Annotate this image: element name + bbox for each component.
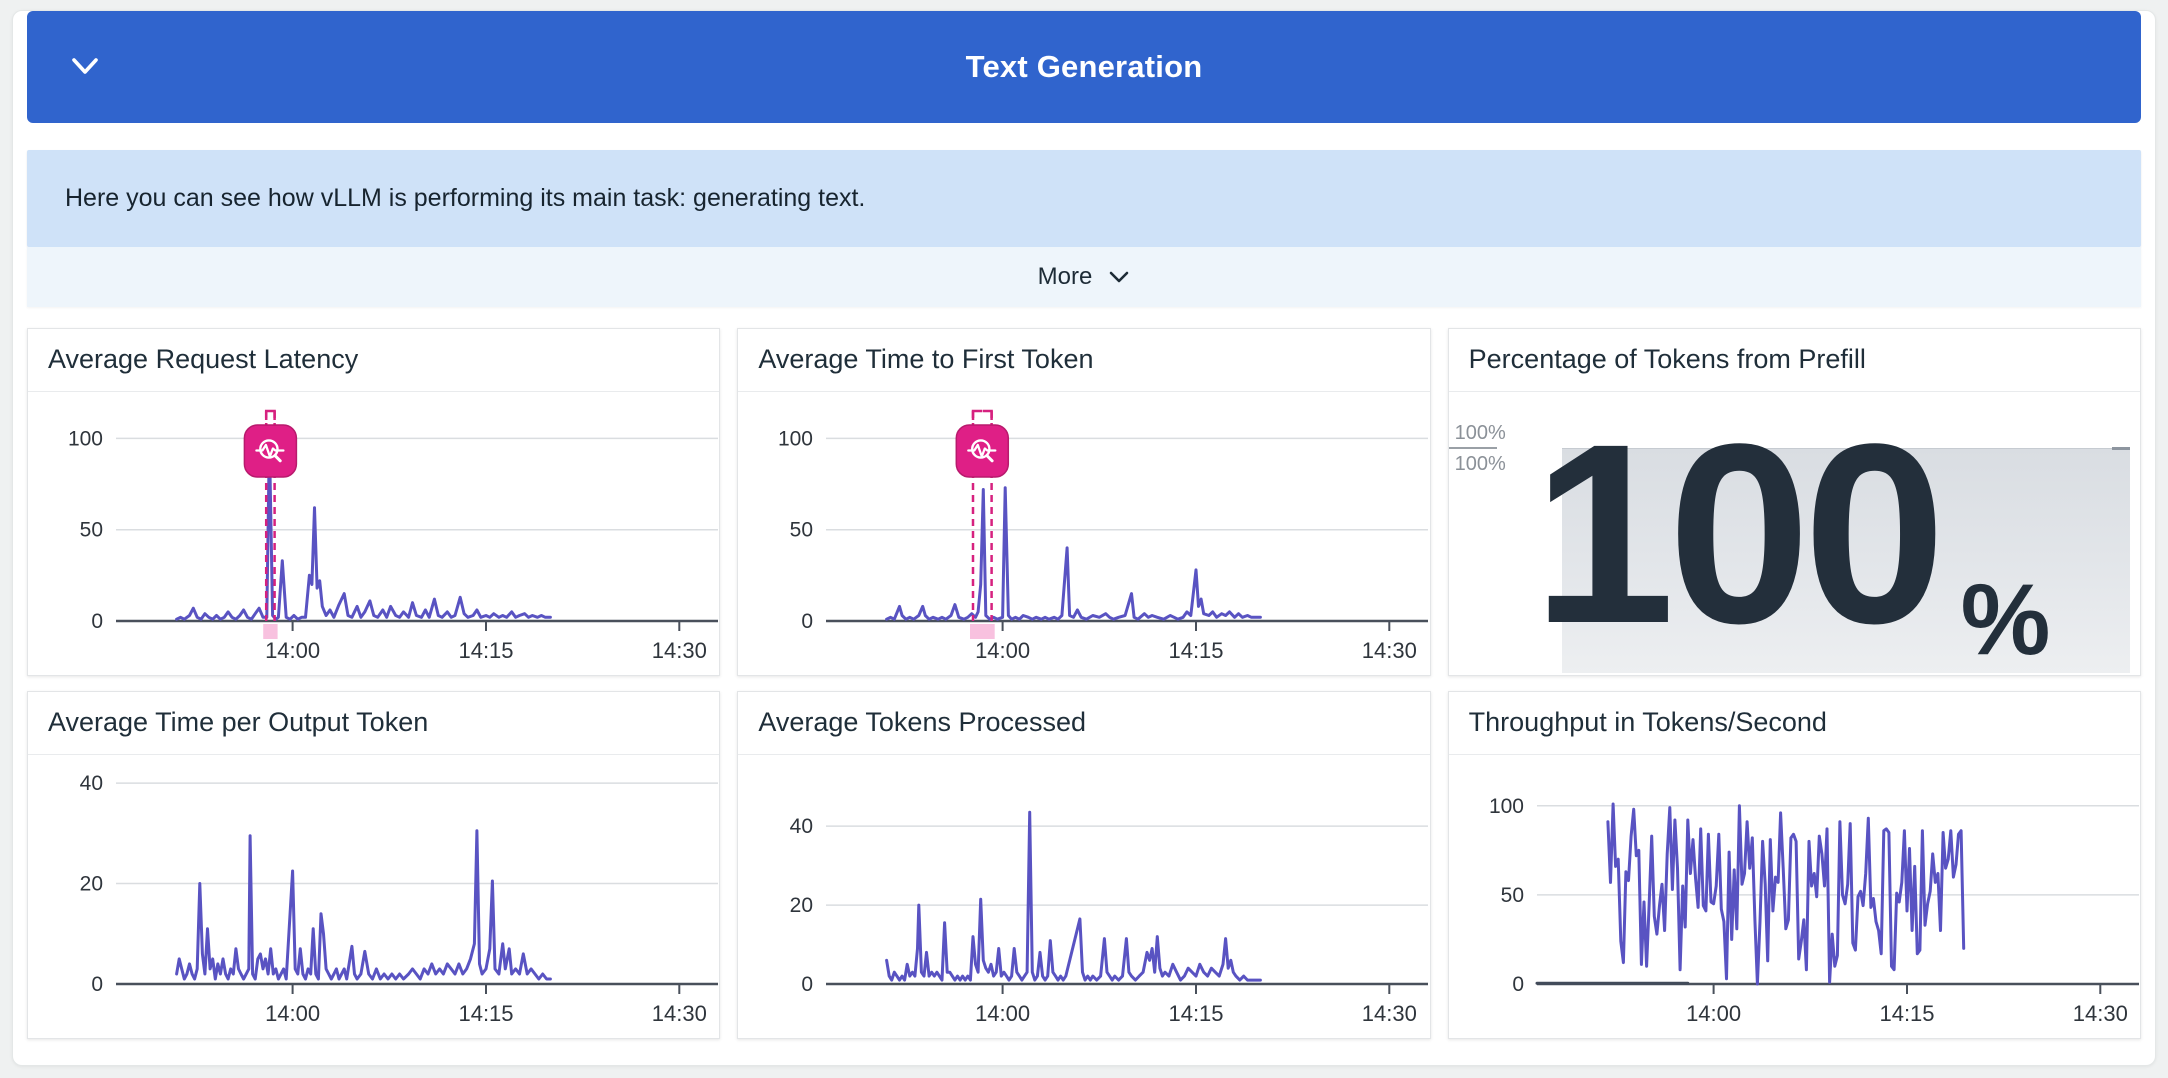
- x-tick-label: 14:00: [265, 638, 320, 663]
- y-tick-label: 0: [91, 973, 103, 996]
- annotation-icon-button[interactable]: [955, 424, 1010, 478]
- stat-sparkline-fill: [1561, 447, 2130, 673]
- more-expander[interactable]: More: [27, 247, 2141, 307]
- y-tick-label: 50: [790, 519, 813, 542]
- y-tick-label: 100: [68, 427, 103, 450]
- panel-title: Average Tokens Processed: [738, 692, 1430, 755]
- panel-title: Average Time per Output Token: [28, 692, 720, 755]
- x-tick-label: 14:15: [458, 1001, 513, 1026]
- dashboard-section-card: Text Generation Here you can see how vLL…: [12, 10, 2156, 1066]
- panel-avg-tokens-processed: Average Tokens Processed 0 20 40 14:00 14:15 1…: [737, 691, 1431, 1039]
- stat-sparkline-end-tick: [2111, 447, 2130, 450]
- avg-time-per-output-token-plot[interactable]: 0 20 40 14:00 14:15 14:30: [28, 755, 720, 1038]
- stat-panel-body: 100% 100% 100 %: [1448, 391, 2140, 676]
- x-tick-label: 14:15: [1169, 1001, 1224, 1026]
- avg-request-latency-chart[interactable]: 0 50 100 14:00 14:15 14:30: [28, 392, 719, 675]
- y-tick-label: 20: [80, 873, 103, 896]
- series-tpot: [175, 829, 552, 981]
- y-tick-label: 50: [80, 519, 103, 542]
- collapse-section-button[interactable]: [63, 45, 107, 89]
- x-tick-label: 14:15: [458, 638, 513, 663]
- panels-grid: Average Request Latency 0 50 100 14:00 14:15 1…: [27, 328, 2141, 1039]
- annotation-range-strip: [263, 624, 278, 639]
- stat-value: 100: [1532, 391, 1946, 676]
- info-banner-text: Here you can see how vLLM is performing …: [65, 184, 866, 212]
- more-label: More: [1037, 263, 1093, 290]
- y-tick-label: 40: [790, 815, 813, 838]
- x-tick-label: 14:00: [265, 1001, 320, 1026]
- y-tick-label: 100: [778, 427, 813, 450]
- annotation-bracket: [972, 409, 994, 420]
- x-tick-label: 14:30: [652, 1001, 707, 1026]
- panel-title: Average Time to First Token: [738, 329, 1430, 392]
- stat-unit: %: [1960, 564, 2051, 676]
- x-tick-label: 14:30: [2072, 1001, 2127, 1026]
- throughput-tokens-per-second-plot[interactable]: 0 50 100 14:00 14:15 14:30: [1449, 755, 2141, 1038]
- avg-tokens-processed-plot[interactable]: 0 20 40 14:00 14:15 14:30: [738, 755, 1430, 1038]
- zoom-pulse-icon: [967, 439, 997, 463]
- x-tick-label: 14:00: [975, 638, 1030, 663]
- x-tick-label: 14:30: [1362, 638, 1417, 663]
- series-latency: [175, 436, 552, 621]
- panel-title: Percentage of Tokens from Prefill: [1448, 329, 2140, 392]
- series-throughput: [1606, 802, 1965, 986]
- y-tick-label: 0: [1512, 973, 1524, 996]
- section-header: Text Generation: [27, 11, 2141, 123]
- panel-prefill-percentage: Percentage of Tokens from Prefill 100% 1…: [1447, 328, 2141, 676]
- y-tick-label: 0: [802, 973, 814, 996]
- panel-avg-request-latency: Average Request Latency 0 50 100 14:00 14:15 1…: [27, 328, 721, 676]
- x-tick-label: 14:15: [1169, 638, 1224, 663]
- x-tick-label: 14:00: [1686, 1001, 1741, 1026]
- annotation-range-strip: [970, 624, 996, 639]
- throughput-tokens-per-second-chart[interactable]: 0 50 100 14:00 14:15 14:30: [1449, 755, 2140, 1038]
- y-tick-label: 50: [1500, 884, 1523, 907]
- y-tick-label: 0: [802, 610, 814, 633]
- avg-time-per-output-token-chart[interactable]: 0 20 40 14:00 14:15 14:30: [28, 755, 719, 1038]
- avg-time-to-first-token-plot[interactable]: 0 50 100 14:00 14:15 14:30: [738, 392, 1430, 675]
- section-title: Text Generation: [965, 49, 1203, 84]
- y-tick-label: 40: [80, 772, 103, 795]
- panel-avg-time-to-first-token: Average Time to First Token 0 50 100 14:00 14…: [737, 328, 1431, 676]
- y-tick-label: 0: [91, 610, 103, 633]
- x-tick-label: 14:30: [652, 638, 707, 663]
- panel-title: Average Request Latency: [28, 329, 720, 392]
- x-tick-label: 14:00: [975, 1001, 1030, 1026]
- y-tick-label: 20: [790, 894, 813, 917]
- stat-axis-label: 100%: [1454, 453, 1506, 475]
- avg-time-to-first-token-chart[interactable]: 0 50 100 14:00 14:15 14:30: [738, 392, 1429, 675]
- chevron-down-icon: [72, 58, 98, 74]
- panel-avg-time-per-output-token: Average Time per Output Token 0 20 40 14:00 1…: [27, 691, 721, 1039]
- x-tick-label: 14:15: [1879, 1001, 1934, 1026]
- annotation-marker[interactable]: [955, 409, 1010, 639]
- zoom-pulse-icon: [255, 439, 285, 463]
- annotation-icon-button[interactable]: [243, 424, 298, 478]
- avg-request-latency-plot[interactable]: 0 50 100 14:00 14:15 14:30: [28, 392, 720, 675]
- y-tick-label: 100: [1489, 795, 1524, 818]
- info-banner: Here you can see how vLLM is performing …: [27, 150, 2141, 247]
- annotation-marker[interactable]: [243, 409, 298, 639]
- prefill-percentage-chart[interactable]: 100% 100% 100 %: [1448, 391, 2140, 676]
- chevron-down-icon: [1110, 271, 1129, 283]
- panel-throughput-tokens-per-second: Throughput in Tokens/Second 0 50 100 14:00 14…: [1447, 691, 2141, 1039]
- avg-tokens-processed-chart[interactable]: 0 20 40 14:00 14:15 14:30: [738, 755, 1429, 1038]
- stat-axis-label: 100%: [1454, 422, 1506, 444]
- stat-axis-line: [1448, 447, 1497, 449]
- x-tick-label: 14:30: [1362, 1001, 1417, 1026]
- series-ttft: [885, 486, 1263, 621]
- series-tokens: [885, 810, 1263, 982]
- panel-title: Throughput in Tokens/Second: [1448, 692, 2140, 755]
- annotation-bracket: [264, 409, 276, 420]
